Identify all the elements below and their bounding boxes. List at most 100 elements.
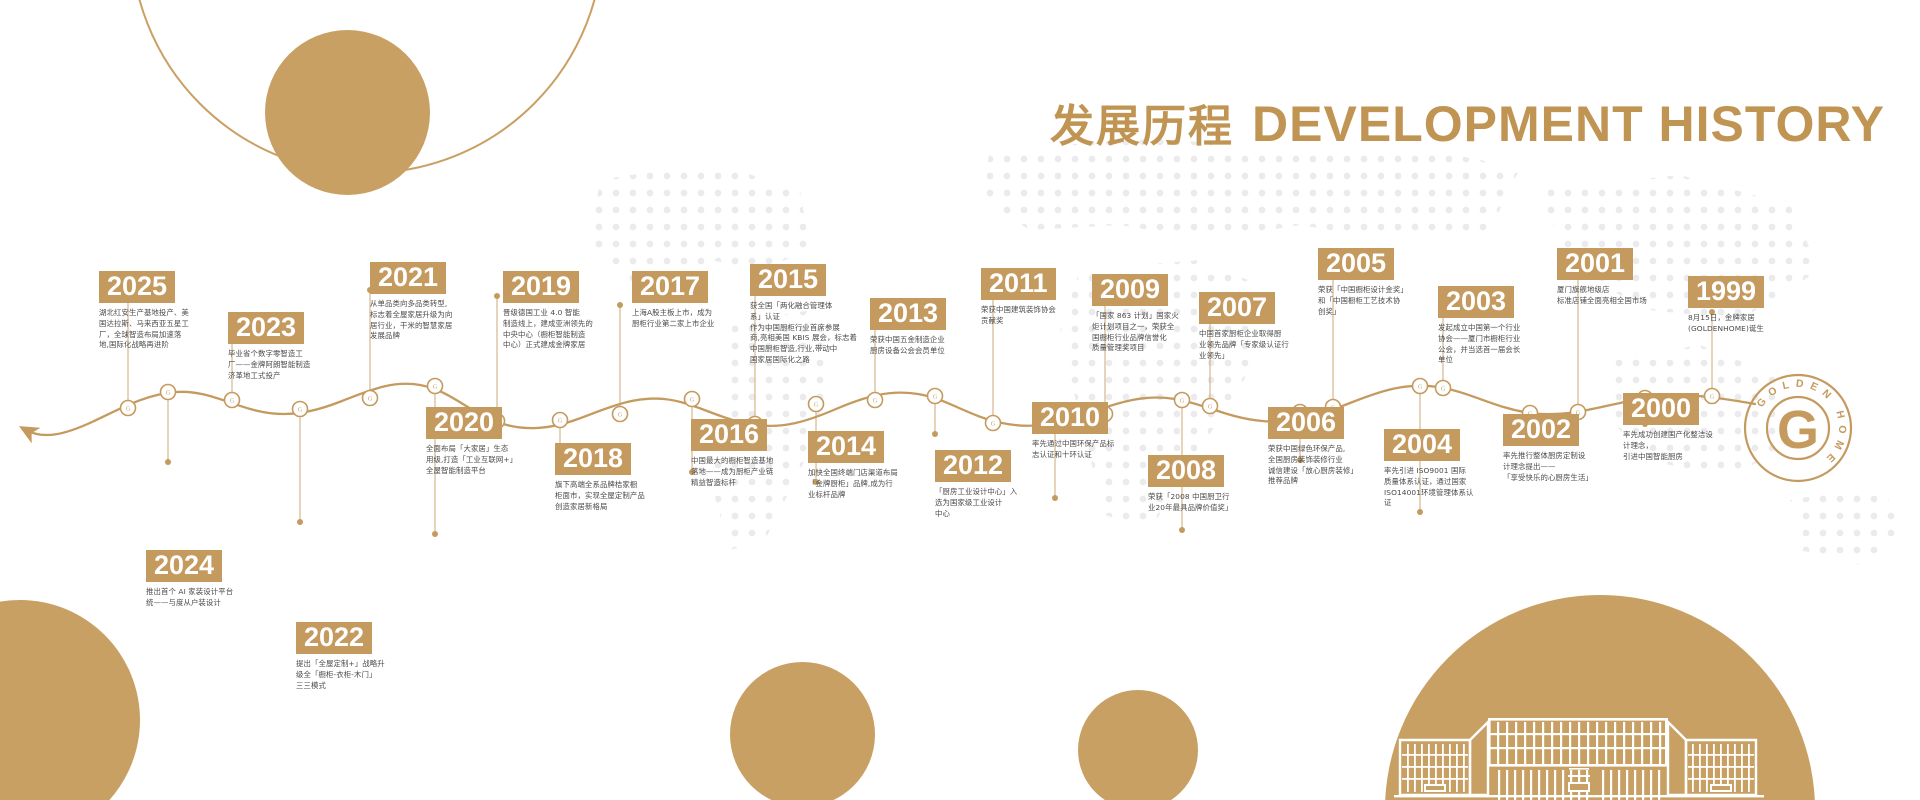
timeline-node[interactable]: G — [683, 390, 701, 408]
timeline-event-2009[interactable]: 2009 「国家 863 计划」国家火 炬计划项目之一，荣获全 国橱柜行业品牌信誉化质… — [1092, 274, 1242, 354]
timeline-event-2011[interactable]: 2011 荣获中国建筑装饰协会 贡献奖 — [981, 268, 1131, 327]
timeline-event-2006[interactable]: 2006 荣获中国绿色环保产品, 全国厨房装饰装修行业 诚信建设「放心厨房装修」 推荐品… — [1268, 407, 1418, 487]
timeline-event-2015[interactable]: 2015 获全国「两化融合管理体 系」认证 作为中国厨柜行业首席参展 商,亮相美国 KB… — [750, 264, 900, 366]
timeline-event-2012[interactable]: 2012 「厨房工业设计中心」入 选为国家级工业设计 中心 — [935, 450, 1085, 519]
timeline-event-2024[interactable]: 2024 推出首个 AI 家装设计平台 统——与度从户装设计 — [146, 550, 296, 609]
event-description: 中国最大的橱柜智造基地 落地——成为厨柜产业链 精益智造标杆 — [691, 456, 841, 488]
timeline-event-2010[interactable]: 2010 率先通过中国环保产品标 志认证和十环认证 — [1032, 402, 1182, 461]
event-description-line: 计理念， — [1623, 440, 1653, 450]
page-title-cn: 发展历程 — [1050, 102, 1235, 151]
timeline-event-2013[interactable]: 2013 荣获中国五金制造企业 厨房设备公会会员单位 — [870, 298, 1020, 357]
timeline-node[interactable]: G — [1703, 387, 1721, 405]
event-description-line: 志认证和十环认证 — [1032, 449, 1092, 459]
event-description-line: 业领先」 — [1199, 350, 1229, 360]
timeline-event-2003[interactable]: 2003 发起成立中国第一个行业 协会——厦门市橱柜行业 公会，并当选首一届会长 单位 — [1438, 286, 1588, 366]
event-year-badge: 2022 — [296, 622, 373, 655]
event-description-line: 荣获中国五金制造企业 — [870, 335, 945, 345]
timeline-node[interactable]: G — [551, 411, 569, 429]
svg-text:G: G — [991, 422, 996, 428]
event-description-line: 厦门旗舰地级店 — [1557, 285, 1610, 295]
timeline-node[interactable]: G — [291, 400, 309, 418]
logo-monogram: G — [1777, 400, 1819, 460]
event-description-line: 地,国际化战略再进阶 — [99, 340, 169, 350]
event-year-badge: 2009 — [1092, 274, 1169, 307]
timeline-node[interactable]: G — [984, 414, 1002, 432]
event-description: 「厨房工业设计中心」入 选为国家级工业设计 中心 — [935, 487, 1085, 519]
event-description-line: 毕业省个数字零智造工 — [228, 349, 303, 359]
timeline-event-2004[interactable]: 2004 率先引进 ISO9001 国际 质量体系认证，通过国家 ISO14001环境… — [1384, 429, 1534, 509]
event-description-line: 中心）正式建成金牌家居 — [503, 340, 586, 350]
timeline-event-2000[interactable]: 2000 率先成功创建国产化整洁设 计理念， 引进中国智能厨房 — [1623, 393, 1773, 462]
timeline-event-2014[interactable]: 2014 加快全国终端门店渠道布局 「金牌厨柜」品牌,成为行 业标杆品牌 — [808, 431, 958, 500]
event-description-line: 中国最大的橱柜智造基地 — [691, 456, 774, 466]
timeline-node[interactable]: G — [611, 405, 629, 423]
event-description-line: 发起成立中国第一个行业 — [1438, 323, 1521, 333]
event-description: 厦门旗舰地级店 标准店铺全面亮相全国市场 — [1557, 285, 1707, 306]
event-description-line: 创造家居新格局 — [555, 501, 608, 511]
event-description-line: 率先引进 ISO9001 国际 — [1384, 466, 1467, 476]
timeline-node[interactable]: G — [926, 387, 944, 405]
event-description-line: 制造线上，建成亚洲领先的 — [503, 318, 593, 328]
event-description-line: 单位 — [1438, 355, 1453, 365]
timeline-node[interactable]: G — [159, 383, 177, 401]
timeline-event-2001[interactable]: 2001 厦门旗舰地级店 标准店铺全面亮相全国市场 — [1557, 248, 1707, 307]
timeline-event-2020[interactable]: 2020 全面布局「大家居」生态 用级,打造「工业互联网+」 全屋智能制造平台 — [426, 407, 576, 476]
timeline-event-2016[interactable]: 2016 中国最大的橱柜智造基地 落地——成为厨柜产业链 精益智造标杆 — [691, 419, 841, 488]
svg-text:G: G — [618, 413, 623, 419]
timeline-node[interactable]: G — [807, 395, 825, 413]
event-description-line: 「厨房工业设计中心」入 — [935, 487, 1018, 497]
svg-text:G: G — [1180, 399, 1185, 405]
svg-text:G: G — [1710, 395, 1715, 401]
event-description: 获全国「两化融合管理体 系」认证 作为中国厨柜行业首席参展 商,亮相美国 KBIS 展… — [750, 301, 900, 365]
timeline-node[interactable]: G — [1173, 391, 1191, 409]
event-description-line: 证 — [1384, 498, 1392, 508]
timeline-node[interactable]: G — [1411, 377, 1429, 395]
event-description-line: 厂——金牌阿朗智能制造 — [228, 359, 311, 369]
event-year-badge: 2002 — [1503, 414, 1580, 447]
event-description: 湖北红安生产基地投产、美 国达拉斯、马来西亚五星工 厂，全球智造布局加速落 地,国际化… — [99, 308, 249, 351]
timeline-event-2022[interactable]: 2022 提出「全屋定制+」战略升 级全「橱柜-衣柜-木门」 三三模式 — [296, 622, 446, 691]
timeline-event-2005[interactable]: 2005 荣获「中国橱柜设计金奖」 和「中国橱柜工艺技术协 创奖」 — [1318, 248, 1468, 317]
timeline-event-2007[interactable]: 2007 中国首家厨柜企业取得厨 业领先品牌「专家级认证行 业领先」 — [1199, 292, 1349, 361]
timeline-node[interactable]: G — [361, 389, 379, 407]
timeline-event-2019[interactable]: 2019 晋级德国工业 4.0 智能 制造线上，建成亚洲领先的 中央中心（橱柜智能制造… — [503, 271, 653, 351]
timeline-event-1999[interactable]: 1999 8月15日，金牌家居 (GOLDENHOME)诞生 — [1688, 276, 1838, 335]
event-description-line: 质量管理奖项目 — [1092, 343, 1145, 353]
timeline-node[interactable]: G — [223, 391, 241, 409]
page-title: 发展历程 DEVELOPMENT HISTORY — [1050, 90, 1885, 154]
svg-text:G: G — [1576, 411, 1581, 417]
event-description-line: 公会，并当选首一届会长 — [1438, 344, 1521, 354]
event-description-line: 中心 — [935, 508, 950, 518]
event-description-line: 标志着全屋家居升级为向 — [370, 309, 453, 319]
event-year-badge: 2011 — [981, 268, 1056, 301]
event-description: 加快全国终端门店渠道布局 「金牌厨柜」品牌,成为行 业标杆品牌 — [808, 468, 958, 500]
timeline-event-2023[interactable]: 2023 毕业省个数字零智造工 厂——金牌阿朗智能制造 济革地工式投产 — [228, 312, 378, 381]
event-description: 提出「全屋定制+」战略升 级全「橱柜-衣柜-木门」 三三模式 — [296, 659, 446, 691]
event-description-line: 获全国「两化融合管理体 — [750, 301, 833, 311]
timeline-event-2002[interactable]: 2002 率先推行整体厨房定制设 计理念提出—— 「享受快乐的心厨房生活」 — [1503, 414, 1653, 483]
timeline-event-2017[interactable]: 2017 上海A股主板上市，成为 厨柜行业第二家上市企业 — [632, 271, 782, 330]
timeline-event-2021[interactable]: 2021 从单品类向多品类转型, 标志着全屋家居升级为向 居行业，干米的智慧家居 发展品… — [370, 262, 520, 342]
event-description: 发起成立中国第一个行业 协会——厦门市橱柜行业 公会，并当选首一届会长 单位 — [1438, 323, 1588, 366]
event-description-line: 计理念提出—— — [1503, 461, 1556, 471]
timeline-node[interactable]: G — [426, 377, 444, 395]
event-description-line: 推出首个 AI 家装设计平台 — [146, 587, 234, 597]
event-description-line: 加快全国终端门店渠道布局 — [808, 468, 898, 478]
timeline-event-2018[interactable]: 2018 旗下高端全系品牌桔家橱 柜面市，实现全屋定制产品 创造家居新格局 — [555, 443, 705, 512]
event-description-line: 诚信建设「放心厨房装修」 — [1268, 465, 1358, 475]
event-description-line: (GOLDENHOME)诞生 — [1688, 323, 1764, 333]
svg-text:G: G — [558, 419, 563, 425]
event-description-line: 推荐品牌 — [1268, 476, 1298, 486]
timeline-node[interactable]: G — [866, 391, 884, 409]
timeline-node[interactable]: G — [1434, 379, 1452, 397]
event-year-badge: 1999 — [1688, 276, 1765, 309]
timeline-node[interactable]: G — [1201, 397, 1219, 415]
event-year-badge: 2006 — [1268, 407, 1345, 440]
event-description-line: 厂，全球智造布局加速落 — [99, 329, 182, 339]
svg-text:G: G — [873, 399, 878, 405]
timeline-event-2008[interactable]: 2008 荣获「2008 中国厨卫行 业20年最具品牌价值奖」 — [1148, 455, 1298, 514]
event-description-line: 湖北红安生产基地投产、美 — [99, 308, 189, 318]
timeline-node[interactable]: G — [119, 399, 137, 417]
timeline-event-2025[interactable]: 2025 湖北红安生产基地投产、美 国达拉斯、马来西亚五星工 厂，全球智造布局加速落地… — [99, 271, 249, 351]
